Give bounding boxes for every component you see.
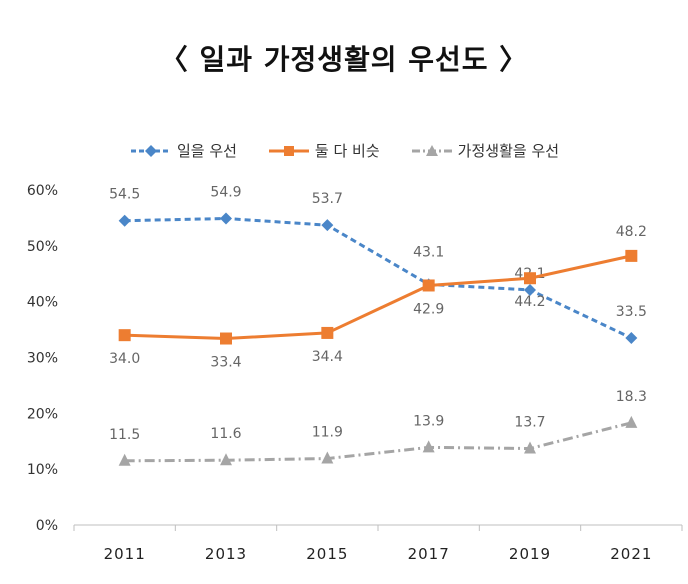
y-tick-label: 50% (27, 239, 58, 255)
series-line-0 (124, 216, 632, 340)
data-point-square (422, 279, 435, 292)
data-point-triangle (625, 415, 638, 428)
data-label: 13.9 (413, 413, 444, 429)
legend-label-both-similar: 둘 다 비슷 (314, 142, 380, 160)
data-label: 54.9 (210, 184, 241, 200)
data-label: 33.4 (210, 355, 241, 371)
data-label: 11.9 (312, 425, 343, 441)
data-label: 43.1 (413, 244, 444, 260)
data-point-square (118, 329, 131, 342)
data-label: 44.2 (514, 294, 545, 310)
y-tick-label: 60% (27, 183, 58, 199)
data-point-square (524, 272, 536, 285)
data-label: 18.3 (616, 389, 647, 405)
legend-label-work-first: 일을 우선 (176, 142, 237, 160)
data-point-diamond (625, 331, 638, 344)
data-point-triangle (422, 440, 435, 453)
data-point-diamond (524, 283, 536, 296)
x-tick-label: 2019 (509, 545, 551, 563)
data-label: 34.0 (109, 351, 140, 367)
x-tick-label: 2021 (610, 545, 652, 563)
data-label: 13.7 (514, 415, 545, 431)
data-point-triangle (321, 451, 334, 464)
data-point-square (220, 332, 232, 345)
data-label: 11.6 (210, 426, 241, 442)
x-tick-label: 2017 (408, 545, 450, 563)
data-point-square (321, 326, 334, 339)
legend-label-family-first: 가정생활을 우선 (457, 142, 560, 160)
x-tick-label: 2013 (205, 545, 247, 563)
legend-swatch-work-first (130, 144, 171, 157)
y-tick-label: 30% (27, 351, 58, 367)
series-line-1 (124, 254, 632, 341)
data-label: 54.5 (109, 187, 140, 203)
data-label: 42.9 (413, 301, 444, 317)
data-point-diamond (118, 214, 131, 227)
y-tick-label: 0% (36, 518, 58, 534)
data-label: 34.4 (312, 349, 343, 365)
legend-swatch-family-first (411, 144, 452, 156)
chart-title: 〈 일과 가정생활의 우선도 〉 (159, 43, 529, 76)
data-point-triangle (220, 453, 232, 466)
data-label: 48.2 (616, 224, 647, 240)
series-line-2 (124, 421, 632, 463)
legend: 일을 우선 둘 다 비슷 가정생활을 우선 (0, 140, 688, 161)
legend-item-both-similar: 둘 다 비슷 (267, 140, 380, 161)
data-label: 53.7 (312, 191, 343, 207)
data-label: 11.5 (109, 427, 140, 443)
y-tick-label: 20% (27, 406, 58, 422)
legend-item-work-first: 일을 우선 (129, 140, 237, 161)
data-point-square (625, 249, 638, 262)
y-tick-label: 10% (27, 462, 58, 478)
data-point-triangle (524, 441, 536, 454)
x-tick-label: 2011 (104, 545, 146, 563)
data-point-diamond (220, 212, 232, 225)
legend-swatch-both-similar (268, 145, 309, 156)
data-point-diamond (321, 219, 334, 232)
legend-item-family-first: 가정생활을 우선 (410, 140, 559, 161)
x-tick-label: 2015 (306, 545, 348, 563)
y-tick-label: 40% (27, 295, 58, 311)
data-point-triangle (118, 453, 131, 466)
data-label: 33.5 (616, 304, 647, 320)
